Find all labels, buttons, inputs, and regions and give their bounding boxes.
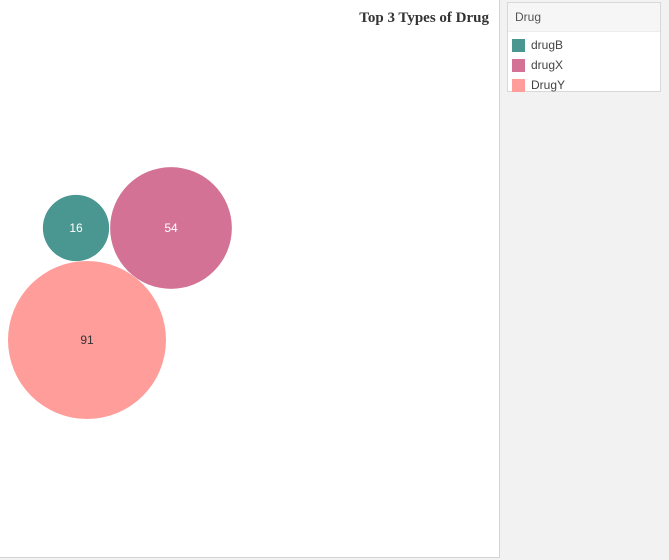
- chart-title: Top 3 Types of Drug: [359, 10, 489, 26]
- chart-area: Top 3 Types of Drug 16 54 91: [0, 0, 500, 558]
- legend-item-drugb[interactable]: drugB: [512, 35, 660, 55]
- legend-title: Drug: [508, 3, 660, 32]
- bubble-label-drugb: 16: [69, 221, 83, 235]
- bubble-drugy[interactable]: [8, 261, 166, 419]
- bubble-chart: 16 54 91: [8, 167, 232, 419]
- legend-list: drugB drugX DrugY: [508, 32, 660, 95]
- legend-swatch-drugb: [512, 38, 525, 52]
- legend-swatch-drugx: [512, 58, 525, 72]
- bubble-label-drugy: 91: [80, 333, 94, 347]
- legend-label-drugy: DrugY: [531, 78, 566, 92]
- bubble-drugb[interactable]: [42, 194, 110, 262]
- legend-item-drugx[interactable]: drugX: [512, 55, 660, 75]
- legend-label-drugx: drugX: [531, 58, 564, 72]
- legend-swatch-drugy: [512, 78, 525, 92]
- legend: Drug drugB drugX DrugY: [507, 2, 661, 92]
- bubble-drugx[interactable]: [110, 167, 232, 289]
- legend-item-drugy[interactable]: DrugY: [512, 75, 660, 95]
- bubble-label-drugx: 54: [164, 221, 178, 235]
- legend-label-drugb: drugB: [531, 38, 564, 52]
